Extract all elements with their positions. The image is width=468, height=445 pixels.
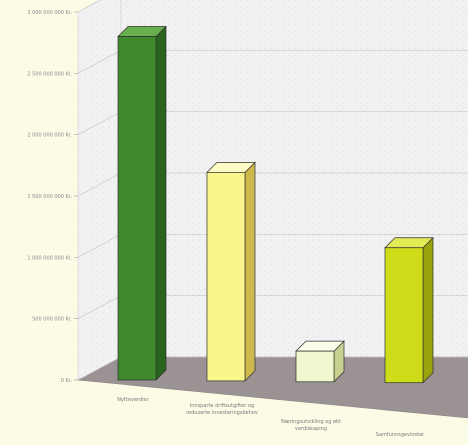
y-tick-label: 0 Kr. [61,378,73,384]
bar-front [117,36,157,381]
x-category-label: Nytteverdier [117,397,149,403]
gridline-left-5 [77,50,122,74]
x-category-label: Innsparte driftsutgifter og reduserte inv… [186,403,258,416]
bar-0 [117,25,167,381]
y-tick-label: 2 000 000 000 Kr. [27,133,72,139]
y-tick-label: 1 000 000 000 Kr. [27,255,72,261]
gridline-left-3 [77,172,122,197]
x-category-label: Næringsutvikling og økt verdiskaping [281,419,341,432]
gridline-left-6 [77,0,102,13]
bar-front [295,350,335,383]
x-category-label-line: Samfunnsgevinster [376,432,425,438]
gridline-left-0 [77,356,122,381]
bar-1 [206,161,256,382]
bar-side [155,25,167,381]
gridlines [74,0,468,381]
bar-3 [384,236,434,384]
y-tick-label: 500 000 000 Kr. [32,317,72,323]
x-category-label-line: reduserte investeringsbehov [186,410,258,416]
x-category-label-line: verdiskaping [295,426,327,432]
bar-front [206,172,246,382]
bars [117,25,434,384]
y-tick-label: 3 000 000 000 Kr. [27,10,72,16]
bar-2 [295,340,345,383]
y-tick-label: 1 500 000 000 Kr. [27,194,72,200]
x-category-label-line: Innsparte driftsutgifter og [190,403,254,409]
bar-side [422,236,434,384]
x-category-label-line: Næringsutvikling og økt [281,419,341,425]
gridline-left-2 [77,234,122,258]
bar-front [384,247,424,384]
y-axis-tick-labels: 0 Kr. 500 000 000 Kr. 1 000 000 000 Kr. 1 5… [27,10,72,384]
x-category-label-line: Nytteverdier [117,397,149,403]
x-axis-category-labels: Nytteverdier Innsparte driftsutgifter og r… [117,397,425,438]
gridline-left-1 [77,295,122,319]
x-category-label: Samfunnsgevinster [376,432,425,438]
bar-side [244,161,256,382]
left-wall [77,0,122,381]
gridline-left-4 [77,111,122,135]
y-tick-label: 2 500 000 000 Kr. [27,71,72,77]
